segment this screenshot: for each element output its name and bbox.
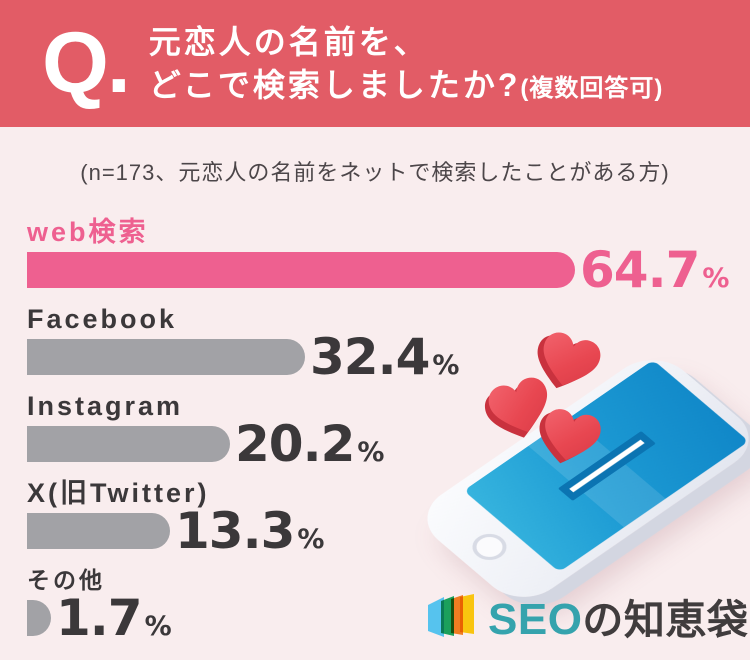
bar-value: 1.7% xyxy=(56,593,172,643)
question-line2-main: どこで検索しましたか? xyxy=(148,66,521,103)
bar-row: Instagram 20.2% xyxy=(27,391,750,469)
bar-row: Facebook 32.4% xyxy=(27,304,750,382)
bar-line: 64.7% xyxy=(27,245,750,295)
bar xyxy=(27,339,305,375)
bar-row: その他 1.7% xyxy=(27,565,750,643)
question-note: (複数回答可) xyxy=(520,74,664,102)
bar-label: Instagram xyxy=(27,391,184,421)
question-line1: 元恋人の名前を、 xyxy=(148,24,429,61)
bar-value-unit: % xyxy=(432,350,460,381)
bar xyxy=(27,600,51,636)
bar-row: X(旧Twitter) 13.3% xyxy=(27,478,750,556)
bar-value-unit: % xyxy=(702,263,730,294)
bar xyxy=(27,513,170,549)
bar-value: 13.3% xyxy=(175,506,324,556)
bar-line: 13.3% xyxy=(27,506,750,556)
bar-line: 20.2% xyxy=(27,419,750,469)
bar-value-number: 13.3 xyxy=(175,502,295,560)
bar-value: 20.2% xyxy=(235,419,384,469)
bar-value-number: 1.7 xyxy=(56,589,143,647)
bar-value-unit: % xyxy=(144,611,172,642)
bar-value: 32.4% xyxy=(310,332,459,382)
bar-line: 32.4% xyxy=(27,332,750,382)
question-line2: どこで検索しましたか?(複数回答可) xyxy=(149,66,664,104)
bar-rows: web検索 64.7% Facebook 32.4% Instagram 20.2% X(旧… xyxy=(27,217,750,643)
bar xyxy=(27,426,230,462)
bar-value-number: 32.4 xyxy=(310,328,430,386)
bar-label: その他 xyxy=(27,567,105,593)
bar-value-unit: % xyxy=(297,524,325,555)
question-title: 元恋人の名前を、 どこで検索しましたか?(複数回答可) xyxy=(149,23,664,104)
q-mark: Q. xyxy=(42,14,131,111)
bar-value-number: 64.7 xyxy=(580,241,700,299)
bar-value-number: 20.2 xyxy=(235,415,355,473)
bar-line: 1.7% xyxy=(27,593,750,643)
site-logo: SEOの知恵袋 xyxy=(426,586,748,646)
logo-text-seo: SEO xyxy=(488,595,583,644)
bar-label: Facebook xyxy=(27,304,178,334)
bar-chart: web検索 64.7% Facebook 32.4% Instagram 20.2% X(旧… xyxy=(0,217,750,643)
bar-value: 64.7% xyxy=(580,245,729,295)
sample-note: (n=173、元恋人の名前をネットで検索したことがある方) xyxy=(80,160,670,185)
bar-value-unit: % xyxy=(357,437,385,468)
bar xyxy=(27,252,575,288)
logo-pages-icon xyxy=(428,594,474,637)
logo-text-rest: の知恵袋 xyxy=(582,597,749,643)
question-header: Q. 元恋人の名前を、 どこで検索しましたか?(複数回答可) xyxy=(0,0,750,127)
logo-text: SEOの知恵袋 xyxy=(488,586,748,646)
bar-row: web検索 64.7% xyxy=(27,217,750,295)
bar-label: X(旧Twitter) xyxy=(27,478,210,508)
bar-label: web検索 xyxy=(27,217,149,247)
